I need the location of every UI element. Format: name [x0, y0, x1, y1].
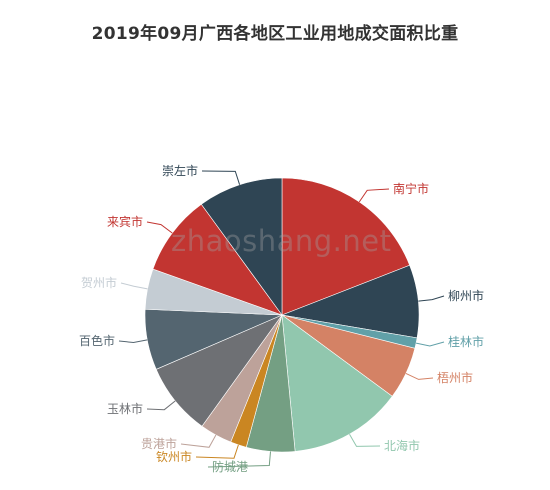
label-leader-line [146, 400, 176, 411]
slice-label: 梧州市 [437, 370, 473, 385]
slice-label: 桂林市 [448, 334, 484, 349]
slice-label: 崇左市 [162, 163, 198, 178]
label-leader-line [415, 341, 445, 347]
label-leader-line [418, 295, 445, 302]
label-leader-line [195, 444, 239, 459]
slice-label: 玉林市 [107, 401, 143, 416]
label-leader-line [146, 221, 173, 234]
pie-slices [144, 177, 420, 453]
label-leader-line [118, 339, 148, 344]
slice-label: 百色市 [79, 333, 115, 348]
pie-slice[interactable] [152, 203, 283, 316]
chart-title: 2019年09月广西各地区工业用地成交面积比重 [91, 24, 459, 44]
slice-label: 来宾市 [107, 214, 143, 229]
slice-label: 南宁市 [393, 181, 429, 196]
slice-label: 钦州市 [156, 449, 192, 464]
label-leader-line [201, 170, 241, 185]
pie-slice[interactable] [200, 177, 283, 316]
label-leader-line [405, 372, 434, 380]
label-leader-line [207, 451, 271, 468]
slice-label: 贺州市 [81, 275, 117, 290]
label-leader-line [358, 188, 390, 203]
slice-label: 柳州市 [448, 288, 484, 303]
slice-label: 北海市 [384, 438, 420, 453]
label-leader-line [120, 282, 148, 290]
label-leader-line [180, 434, 217, 448]
slice-label: 贵港市 [141, 436, 177, 451]
slice-label: 防城港 [212, 459, 248, 474]
label-leader-line [349, 433, 381, 447]
pie-slice[interactable] [281, 177, 411, 316]
